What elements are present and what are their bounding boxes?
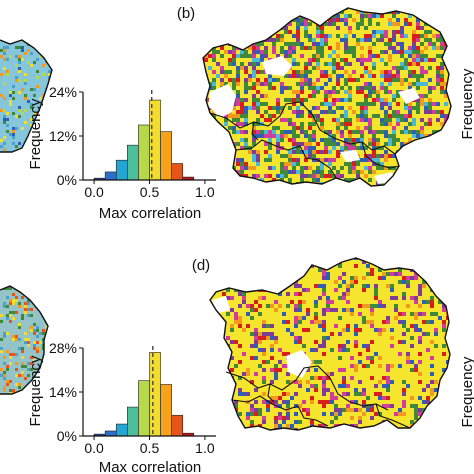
right-ylabel-b: Frequency <box>459 68 474 139</box>
hist-bar <box>160 131 172 181</box>
y-axis-label-d: Frequency <box>27 355 44 426</box>
map-d-outline <box>209 257 451 431</box>
x-tick-label: 0.5 <box>140 440 160 456</box>
hist-bar <box>149 352 161 437</box>
x-axis-label-d: Max correlation <box>99 459 202 474</box>
x-axis-label-b: Max correlation <box>99 205 202 222</box>
hist-bar <box>138 124 150 181</box>
y-tick-label: 0% <box>57 428 77 444</box>
hist-bar <box>127 144 139 181</box>
y-tick-label: 28% <box>49 340 77 356</box>
y-axis-label-b: Frequency <box>27 98 44 169</box>
panel-label-d: (d) <box>192 257 210 274</box>
map-d <box>209 257 451 431</box>
left-map-top <box>0 39 53 153</box>
x-tick-label: 0.5 <box>140 184 160 200</box>
hist-bar <box>127 406 139 437</box>
map-d-borders <box>225 365 411 429</box>
hist-bar <box>115 159 128 181</box>
map-b-white-patches <box>208 56 420 184</box>
y-tick-label: 0% <box>57 172 77 188</box>
histogram-b: Frequency Max correlation 0% 12% 24% 0.0 0.5… <box>27 84 216 222</box>
y-tick-label: 24% <box>49 84 77 100</box>
hist-bar <box>160 384 172 437</box>
histogram-d: Frequency Max correlation 0% 14% 28% 0.0 0.5… <box>27 340 216 474</box>
y-tick-label: 14% <box>49 384 77 400</box>
hist-bar <box>171 414 184 437</box>
x-tick-label: 0.0 <box>84 184 104 200</box>
map-b-borders <box>209 101 400 179</box>
right-ylabel-d: Frequency <box>459 356 474 427</box>
hist-bar <box>104 171 117 181</box>
map-b-outline <box>202 7 452 187</box>
hist-bar <box>138 380 150 437</box>
x-tick-label: 1.0 <box>195 440 215 456</box>
x-tick-label: 1.0 <box>195 184 215 200</box>
hist-bar <box>115 423 128 437</box>
hist-bar <box>104 430 117 437</box>
hist-bar <box>171 163 184 181</box>
x-tick-label: 0.0 <box>84 440 104 456</box>
map-b <box>202 7 452 187</box>
map-d-white-patches <box>212 296 312 378</box>
y-tick-label: 12% <box>49 128 77 144</box>
panel-label-b: (b) <box>177 5 195 22</box>
